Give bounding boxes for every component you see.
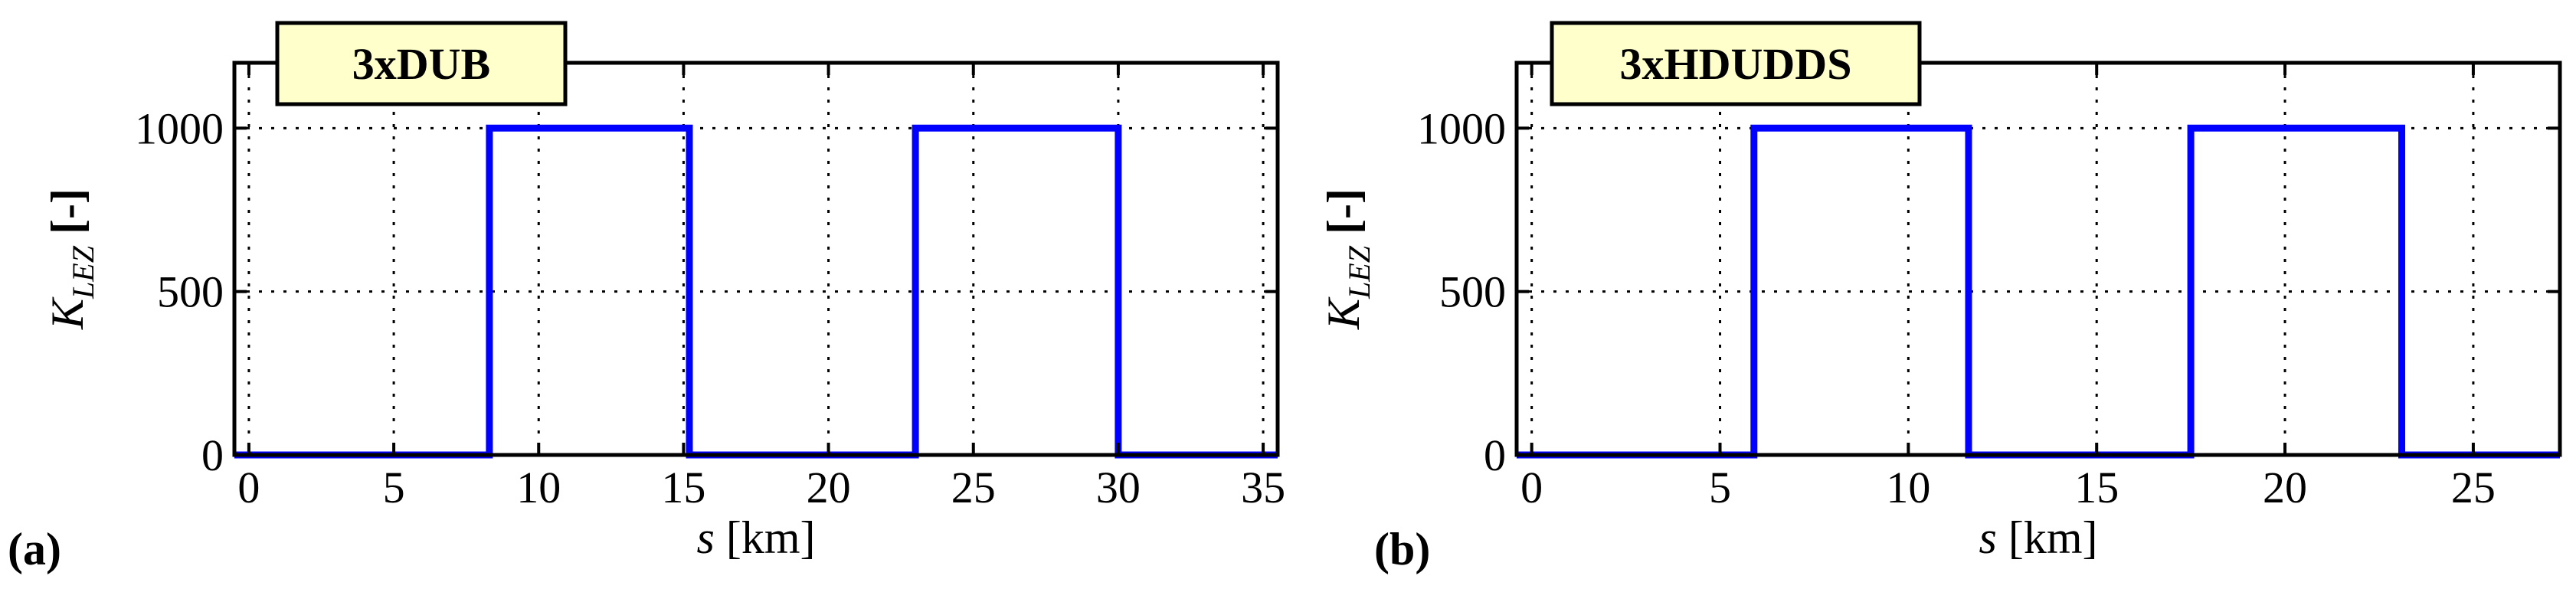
x-axis-label: s [km] bbox=[697, 512, 816, 563]
chart-panel-b: 0 5 10 15 20 25 0 500 1000 3xHDUDDS s [km] KLEZ [-]… bbox=[1318, 21, 2562, 574]
x-tick-label: 20 bbox=[807, 463, 851, 512]
series-line bbox=[1517, 124, 2560, 459]
x-tick-label: 15 bbox=[2074, 463, 2119, 512]
x-tick-label: 15 bbox=[661, 463, 705, 512]
axes-box bbox=[1514, 61, 2562, 457]
y-tick-label: 1000 bbox=[135, 103, 224, 153]
x-tick-label: 35 bbox=[1241, 463, 1285, 512]
y-tick-label: 1000 bbox=[1417, 103, 1506, 153]
y-axis-label: KLEZ [-] bbox=[1318, 188, 1376, 330]
x-tick-label: 10 bbox=[1886, 463, 1930, 512]
x-tick-label: 30 bbox=[1096, 463, 1141, 512]
chart-panel-a: 0 5 10 15 20 25 30 35 0 500 1000 3xDUB s [km] KLEZ [-… bbox=[8, 21, 1285, 574]
chart-title: 3xHDUDDS bbox=[1620, 39, 1852, 89]
axes-box bbox=[232, 61, 1280, 457]
title-box bbox=[275, 21, 568, 106]
panel-label: (a) bbox=[8, 524, 61, 574]
x-tick-label: 25 bbox=[951, 463, 996, 512]
y-tick-label: 0 bbox=[1484, 430, 1506, 480]
x-tick-label: 10 bbox=[516, 463, 561, 512]
series-line bbox=[234, 124, 1278, 459]
y-tick-label: 0 bbox=[201, 430, 224, 480]
x-tick-label: 20 bbox=[2263, 463, 2307, 512]
x-tick-label: 0 bbox=[1520, 463, 1543, 512]
y-tick-label: 500 bbox=[157, 267, 224, 317]
chart-title: 3xDUB bbox=[352, 39, 490, 89]
x-tick-label: 25 bbox=[2451, 463, 2496, 512]
x-axis-label: s [km] bbox=[1979, 512, 2098, 563]
title-box bbox=[1550, 21, 1922, 106]
x-tick-label: 5 bbox=[383, 463, 405, 512]
y-tick-label: 500 bbox=[1439, 267, 1506, 317]
panel-label: (b) bbox=[1374, 524, 1430, 574]
x-tick-label: 5 bbox=[1709, 463, 1731, 512]
y-axis-label: KLEZ [-] bbox=[42, 188, 100, 330]
x-tick-label: 0 bbox=[237, 463, 260, 512]
